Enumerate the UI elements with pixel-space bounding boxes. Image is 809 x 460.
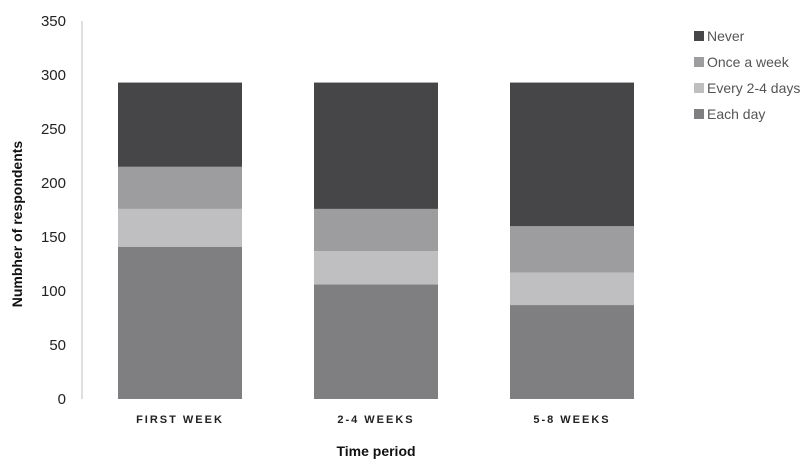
legend-label: Every 2-4 days bbox=[707, 80, 800, 96]
bar-segment bbox=[510, 82, 634, 227]
bars bbox=[118, 82, 634, 399]
legend: Never Once a week Every 2-4 days Each day bbox=[694, 28, 800, 122]
bar-segment bbox=[314, 284, 438, 399]
bar-segment bbox=[118, 166, 242, 209]
bar-segment bbox=[314, 82, 438, 209]
bar-segment bbox=[118, 208, 242, 247]
legend-swatch bbox=[694, 57, 704, 67]
bar-segment bbox=[118, 246, 242, 399]
legend-item: Every 2-4 days bbox=[694, 80, 800, 96]
bar-segment bbox=[510, 226, 634, 273]
legend-label: Never bbox=[707, 28, 745, 44]
legend-item: Each day bbox=[694, 106, 765, 122]
y-tick-labels: 0 50 100 150 200 250 300 350 bbox=[41, 13, 66, 408]
legend-label: Each day bbox=[707, 106, 765, 122]
legend-label: Once a week bbox=[707, 54, 790, 70]
y-tick-label: 300 bbox=[41, 67, 66, 84]
legend-swatch bbox=[694, 83, 704, 93]
x-tick-labels: FIRST WEEK 2-4 WEEKS 5-8 WEEKS bbox=[136, 414, 610, 426]
legend-swatch bbox=[694, 109, 704, 119]
y-tick-label: 150 bbox=[41, 229, 66, 246]
bar-segment bbox=[314, 251, 438, 285]
y-tick-label: 100 bbox=[41, 283, 66, 300]
y-tick-label: 200 bbox=[41, 175, 66, 192]
x-axis-title: Time period bbox=[336, 443, 415, 459]
y-tick-label: 50 bbox=[49, 337, 66, 354]
bar-segment bbox=[510, 305, 634, 399]
x-tick-label: FIRST WEEK bbox=[136, 414, 224, 426]
bar-segment bbox=[118, 82, 242, 167]
y-tick-label: 0 bbox=[58, 391, 66, 408]
bar-segment bbox=[510, 272, 634, 306]
legend-item: Once a week bbox=[694, 54, 790, 70]
y-tick-label: 350 bbox=[41, 13, 66, 30]
y-axis-title: Numbher of respondents bbox=[9, 141, 25, 308]
bar-segment bbox=[314, 208, 438, 252]
legend-swatch bbox=[694, 31, 704, 41]
y-tick-label: 250 bbox=[41, 121, 66, 138]
legend-item: Never bbox=[694, 28, 745, 44]
x-tick-label: 5-8 WEEKS bbox=[533, 414, 610, 426]
x-tick-label: 2-4 WEEKS bbox=[337, 414, 414, 426]
